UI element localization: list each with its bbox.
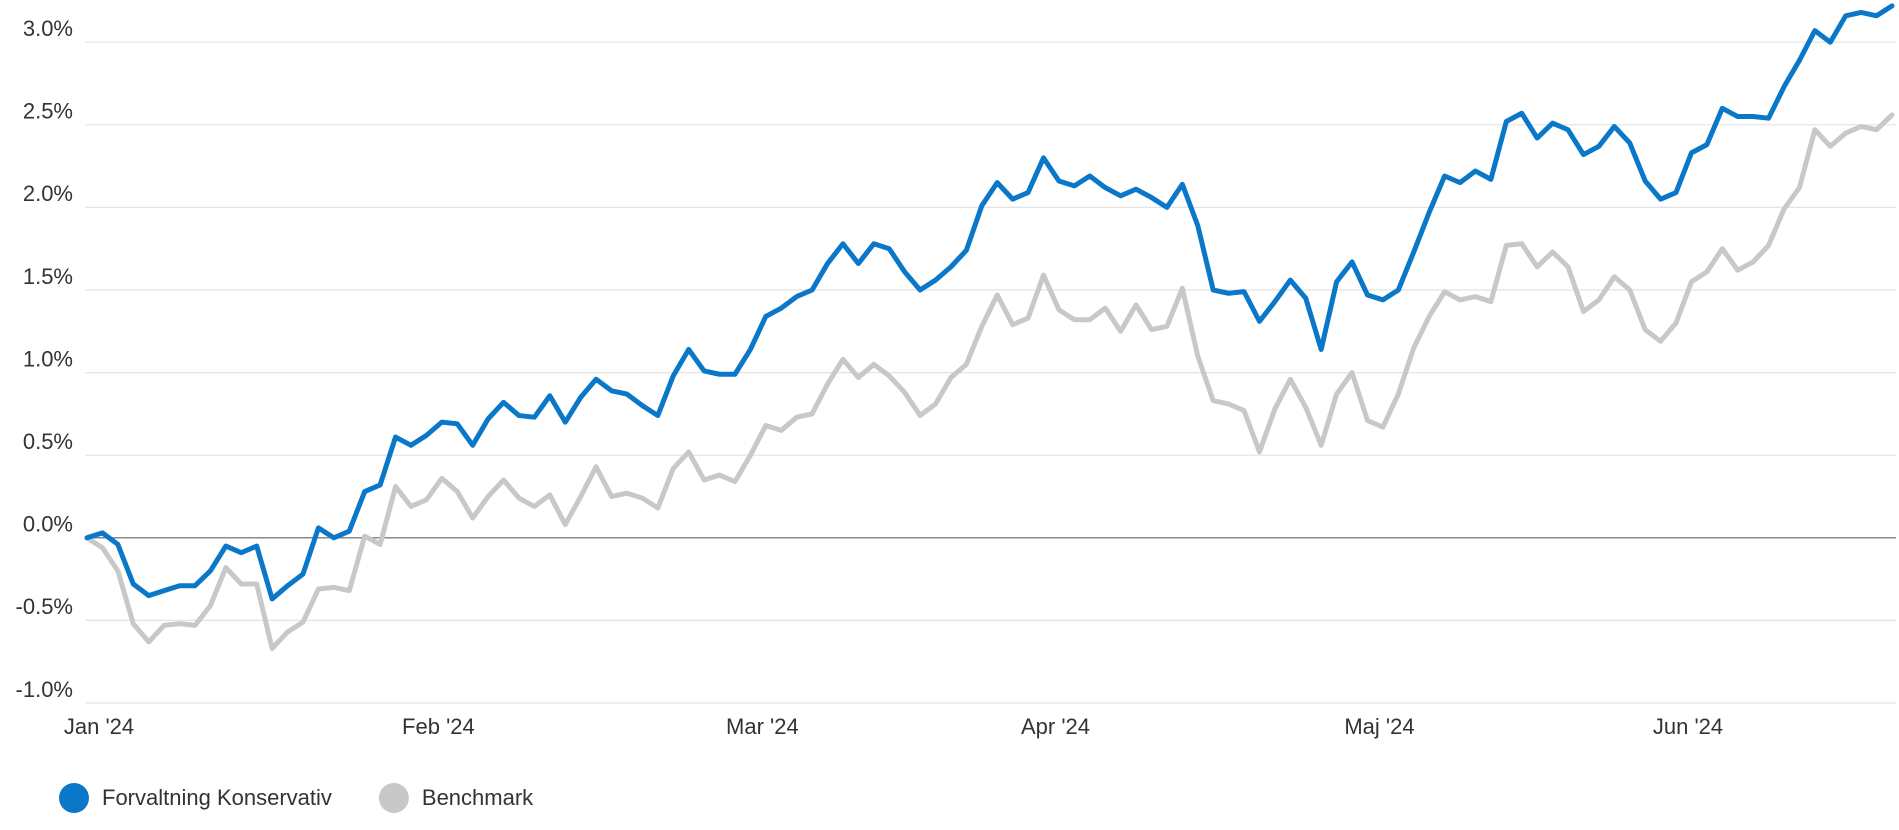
- legend-marker: [59, 783, 89, 813]
- series-line: [84, 3, 1895, 602]
- x-tick-label: Mar '24: [726, 714, 799, 739]
- y-tick-label: 1.0%: [23, 346, 73, 371]
- y-tick-label: 3.0%: [23, 16, 73, 41]
- y-tick-label: -0.5%: [16, 594, 73, 619]
- x-tick-label: Jun '24: [1653, 714, 1723, 739]
- x-tick-label: Jan '24: [64, 714, 134, 739]
- x-tick-label: Maj '24: [1344, 714, 1414, 739]
- y-tick-label: -1.0%: [16, 677, 73, 702]
- y-tick-label: 0.0%: [23, 512, 73, 537]
- y-tick-label: 0.5%: [23, 429, 73, 454]
- x-tick-label: Feb '24: [402, 714, 475, 739]
- x-tick-label: Apr '24: [1021, 714, 1090, 739]
- series-line: [84, 112, 1895, 651]
- y-tick-label: 2.0%: [23, 181, 73, 206]
- legend-label: Benchmark: [422, 785, 534, 810]
- y-tick-label: 2.5%: [23, 99, 73, 124]
- y-tick-label: 1.5%: [23, 264, 73, 289]
- legend-label: Forvaltning Konservativ: [102, 785, 332, 810]
- legend-marker: [378, 783, 409, 813]
